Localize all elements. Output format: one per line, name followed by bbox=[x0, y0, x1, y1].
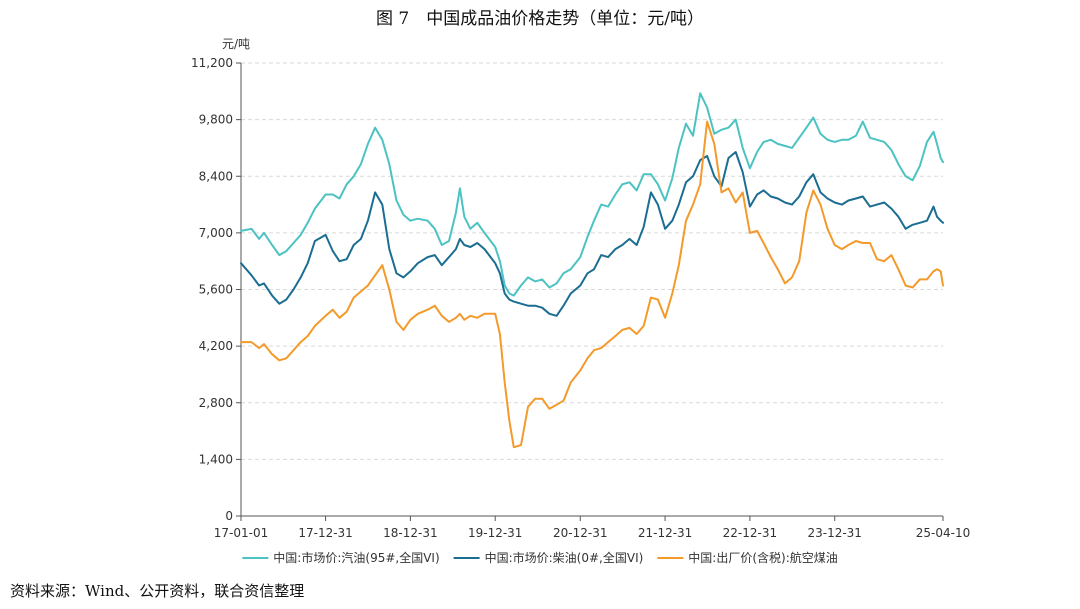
y-tick-label: 7,000 bbox=[199, 226, 233, 240]
x-tick-label: 17-01-01 bbox=[214, 526, 268, 540]
series-lines bbox=[240, 92, 944, 449]
x-tick-label: 22-12-31 bbox=[723, 526, 777, 540]
series-line bbox=[240, 151, 944, 317]
x-tick-label: 23-12-31 bbox=[807, 526, 861, 540]
y-tick-label: 9,800 bbox=[199, 113, 233, 127]
x-tick-label: 21-12-31 bbox=[638, 526, 692, 540]
legend: 中国:市场价:汽油(95#,全国VI) 中国:市场价:柴油(0#,全国VI) 中国:… bbox=[242, 550, 838, 565]
chart-title: 图 7 中国成品油价格走势（单位：元/吨） bbox=[376, 9, 704, 29]
x-tick-label: 18-12-31 bbox=[383, 526, 437, 540]
x-tick-label: 25-04-10 bbox=[916, 526, 970, 540]
y-axis-unit-label: 元/吨 bbox=[222, 37, 250, 51]
y-tick-label: 0 bbox=[225, 509, 233, 523]
grid-lines bbox=[241, 62, 943, 460]
series-line bbox=[240, 120, 944, 449]
series-line bbox=[240, 92, 944, 297]
legend-item: 中国:市场价:汽油(95#,全国VI) bbox=[242, 550, 440, 565]
legend-label: 中国:出厂价(含税):航空煤油 bbox=[688, 550, 837, 565]
y-tick-label: 8,400 bbox=[199, 169, 233, 183]
y-tick-label: 4,200 bbox=[199, 339, 233, 353]
x-tick-label: 17-12-31 bbox=[298, 526, 352, 540]
legend-item: 中国:市场价:柴油(0#,全国VI) bbox=[453, 550, 644, 565]
y-tick-label: 11,200 bbox=[191, 56, 233, 70]
source-note: 资料来源：Wind、公开资料，联合资信整理 bbox=[10, 582, 305, 600]
axes: 元/吨 0 1,400 2,800 4,200 5,600 7,000 8,400 9,800… bbox=[191, 37, 970, 540]
x-tick-label: 19-12-31 bbox=[468, 526, 522, 540]
y-tick-label: 5,600 bbox=[199, 283, 233, 297]
legend-label: 中国:市场价:汽油(95#,全国VI) bbox=[273, 550, 439, 565]
x-tick-label: 20-12-31 bbox=[553, 526, 607, 540]
y-tick-label: 2,800 bbox=[199, 396, 233, 410]
legend-item: 中国:出厂价(含税):航空煤油 bbox=[657, 550, 838, 565]
legend-label: 中国:市场价:柴油(0#,全国VI) bbox=[485, 550, 644, 565]
y-tick-label: 1,400 bbox=[199, 452, 233, 466]
